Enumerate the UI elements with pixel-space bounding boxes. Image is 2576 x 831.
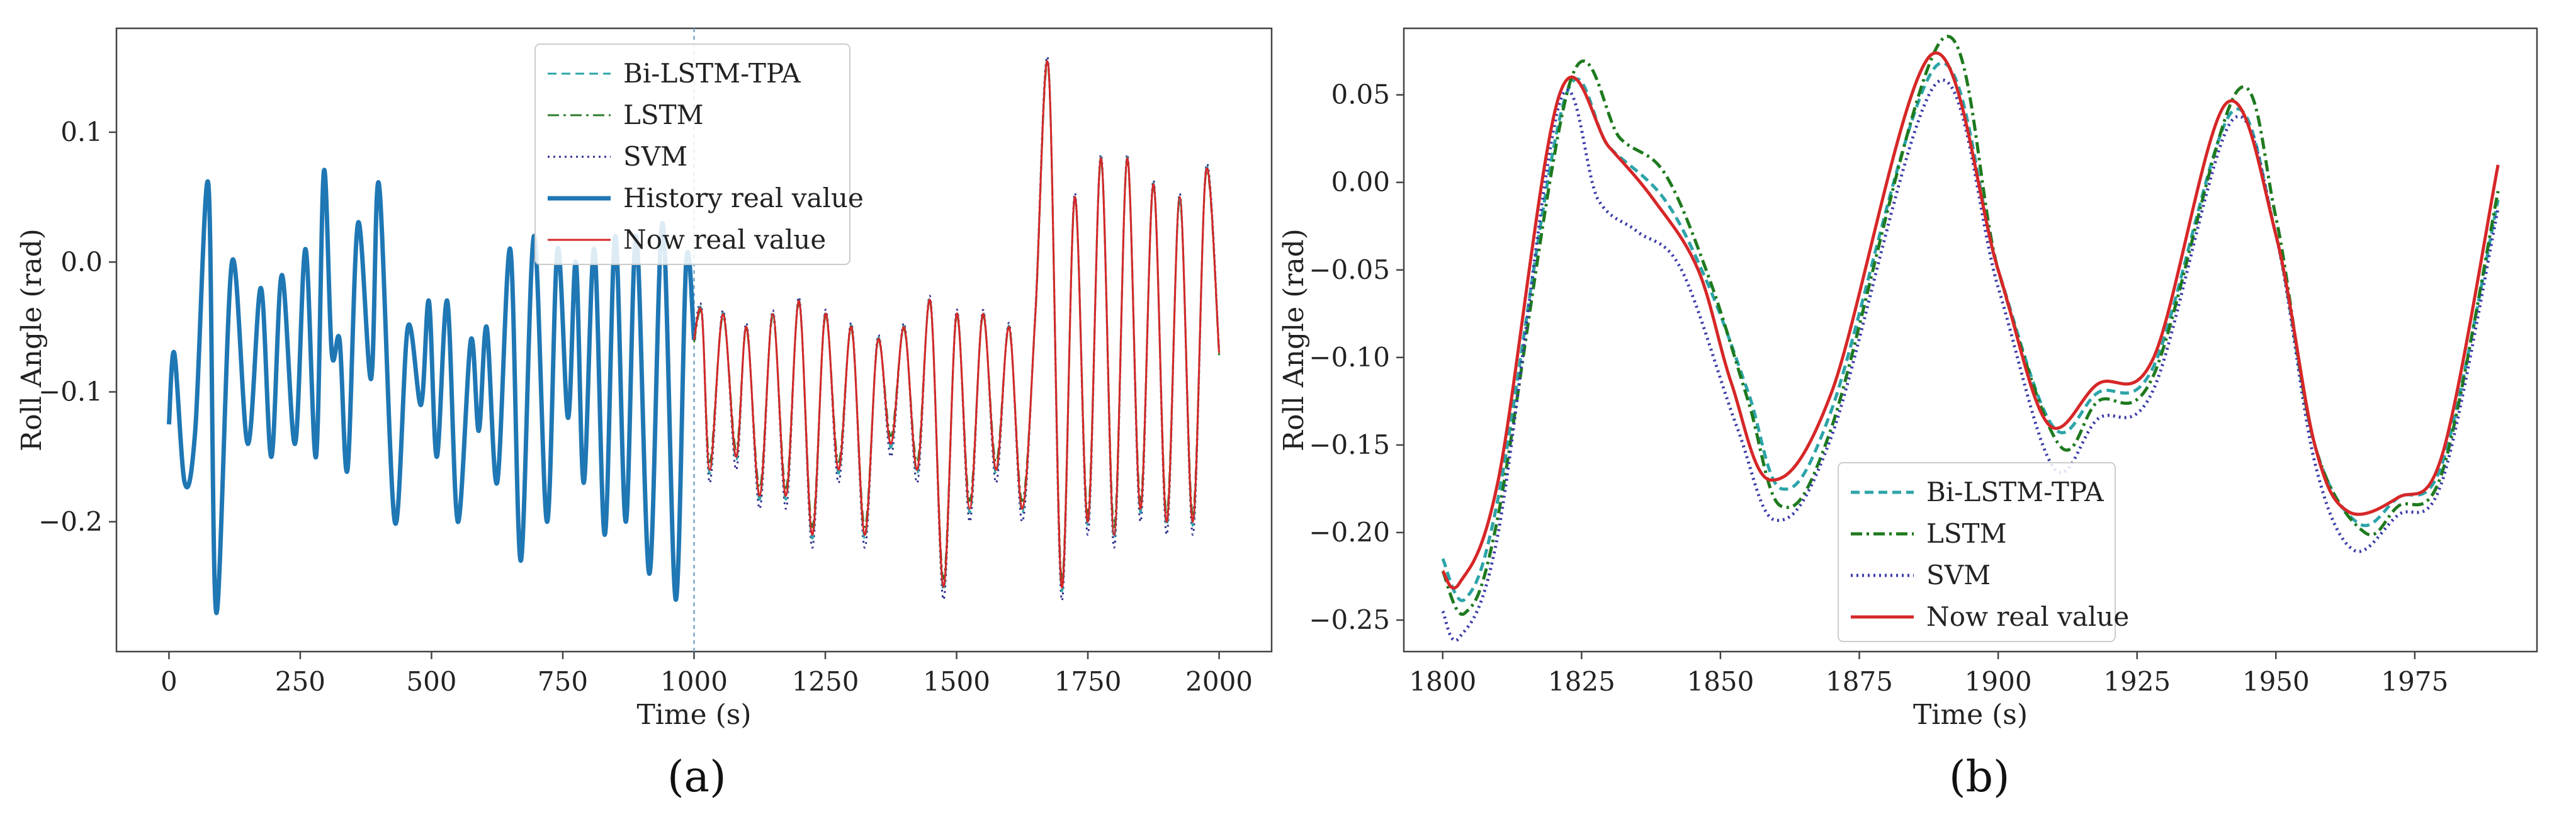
legend-label: LSTM <box>623 99 704 130</box>
y-tick-label: 0.1 <box>60 116 103 147</box>
x-tick-label: 2000 <box>1185 666 1253 697</box>
legend-label: SVM <box>623 141 687 172</box>
x-tick-label: 500 <box>406 666 456 697</box>
y-tick-label: −0.2 <box>38 506 103 537</box>
legend-box <box>534 43 850 265</box>
chart-a: 0 250 500 750 1000 1250 1500 1750 2000 0.1 0.0 −0.1… <box>16 27 1273 731</box>
y-tick-label: −0.05 <box>1309 254 1390 285</box>
legend-box <box>1838 462 2116 642</box>
x-tick-label: 1825 <box>1548 666 1615 697</box>
x-tick-label: 1000 <box>660 666 728 697</box>
x-tick-label: 1900 <box>1965 666 2032 697</box>
y-tick-label: −0.1 <box>38 376 103 407</box>
x-tick-label: 1850 <box>1686 666 1754 697</box>
y-axis-label: Roll Angle (rad) <box>16 229 48 451</box>
x-tick-label: 1875 <box>1826 666 1893 697</box>
x-tick-label: 1975 <box>2381 666 2448 697</box>
x-tick-label: 250 <box>275 666 325 697</box>
legend-label: LSTM <box>1926 518 2007 549</box>
y-tick-label: 0.0 <box>60 246 103 277</box>
series-line-bi-lstm-tpa <box>1441 61 2500 602</box>
y-axis-label: Roll Angle (rad) <box>1278 229 1310 451</box>
x-tick-label: 750 <box>538 666 588 697</box>
legend-label: Now real value <box>623 224 826 255</box>
x-axis-label: Time (s) <box>1913 699 2028 731</box>
panel-label-a: (a) <box>667 752 726 802</box>
chart-b: 1800 1825 1850 1875 1900 1925 1950 1975 0.05 0.00… <box>1278 27 2538 731</box>
y-tick-label: −0.10 <box>1309 342 1390 373</box>
legend-label: Bi-LSTM-TPA <box>623 58 801 89</box>
x-tick-label: 1950 <box>2242 666 2310 697</box>
x-tick-label: 1750 <box>1054 666 1122 697</box>
plot-area <box>1441 35 2500 642</box>
y-tick-label: 0.00 <box>1331 167 1390 198</box>
legend-label: SVM <box>1926 560 1991 591</box>
x-tick-label: 1800 <box>1409 666 1476 697</box>
legend-label: History real value <box>623 183 864 213</box>
series-line-now-real-value <box>1441 51 2500 590</box>
y-tick-label: −0.20 <box>1309 517 1390 548</box>
x-tick-label: 1500 <box>923 666 990 697</box>
legend-label: Now real value <box>1926 601 2129 632</box>
panel-label-b: (b) <box>1949 752 2010 802</box>
plot-frame <box>1403 27 2538 653</box>
x-axis-label: Time (s) <box>636 699 751 731</box>
x-tick-label: 1250 <box>792 666 859 697</box>
y-tick-label: −0.15 <box>1309 429 1390 460</box>
x-tick-label: 1925 <box>2103 666 2171 697</box>
y-tick-label: 0.05 <box>1331 79 1390 110</box>
x-tick-label: 0 <box>161 666 178 697</box>
legend-label: Bi-LSTM-TPA <box>1926 477 2104 507</box>
y-tick-label: −0.25 <box>1309 604 1390 635</box>
series-line-now-real-value <box>693 60 1221 589</box>
